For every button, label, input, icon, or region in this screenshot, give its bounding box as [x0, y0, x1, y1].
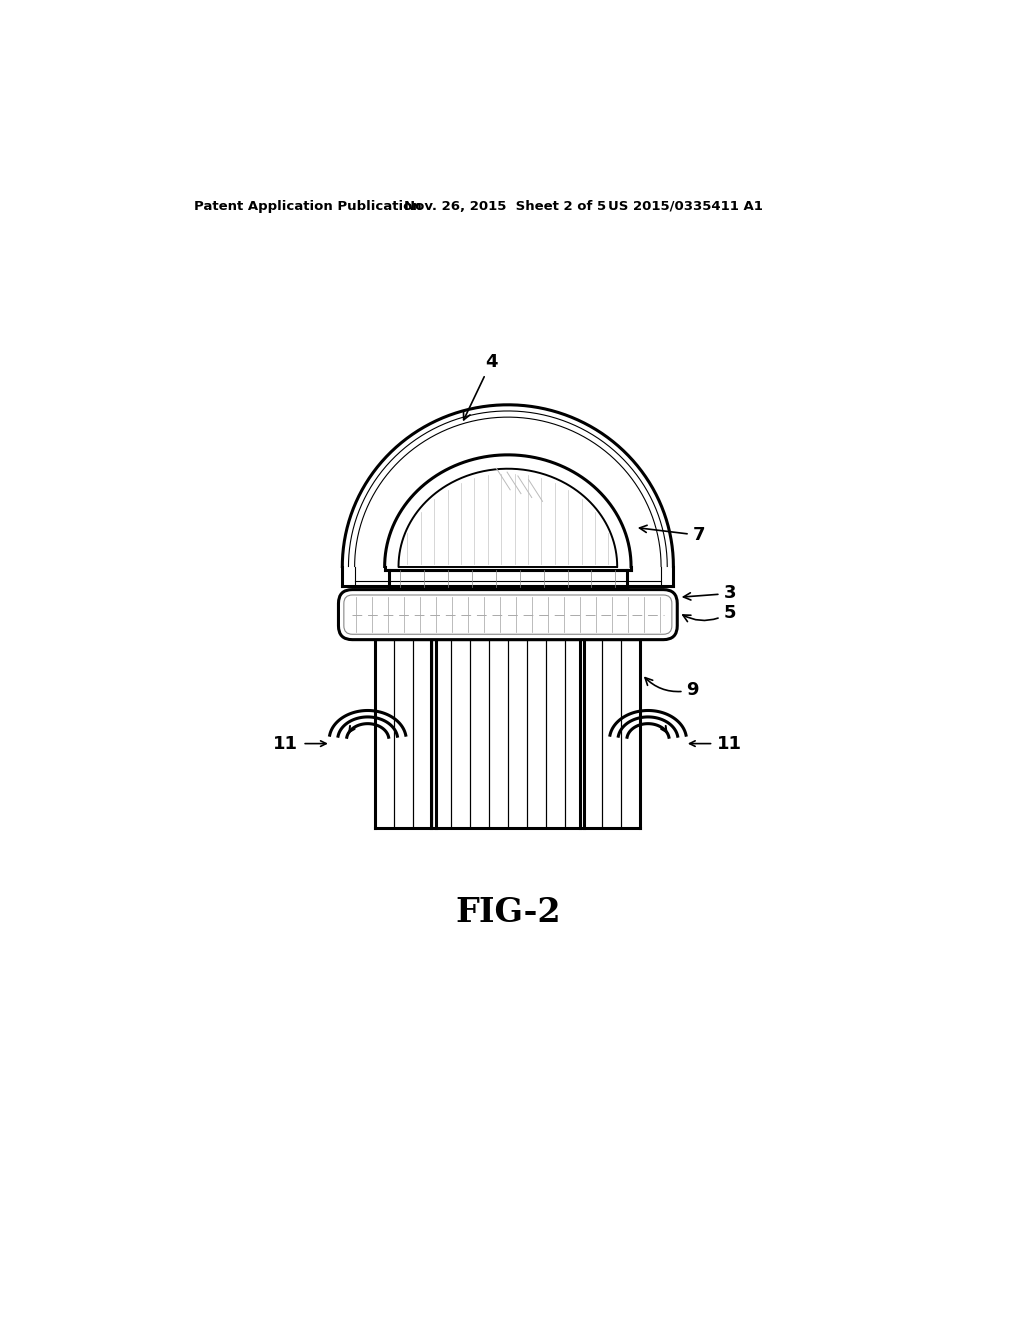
Text: 5: 5	[683, 603, 736, 622]
Text: 7: 7	[640, 525, 706, 544]
Text: 11: 11	[273, 735, 298, 752]
Text: 9: 9	[645, 677, 699, 698]
Text: 11: 11	[717, 735, 742, 752]
Text: 4: 4	[464, 354, 498, 420]
Text: Nov. 26, 2015  Sheet 2 of 5: Nov. 26, 2015 Sheet 2 of 5	[403, 199, 606, 213]
Text: US 2015/0335411 A1: US 2015/0335411 A1	[608, 199, 763, 213]
Text: FIG-2: FIG-2	[455, 896, 561, 929]
Text: Patent Application Publication: Patent Application Publication	[195, 199, 422, 213]
Text: 3: 3	[683, 585, 736, 602]
